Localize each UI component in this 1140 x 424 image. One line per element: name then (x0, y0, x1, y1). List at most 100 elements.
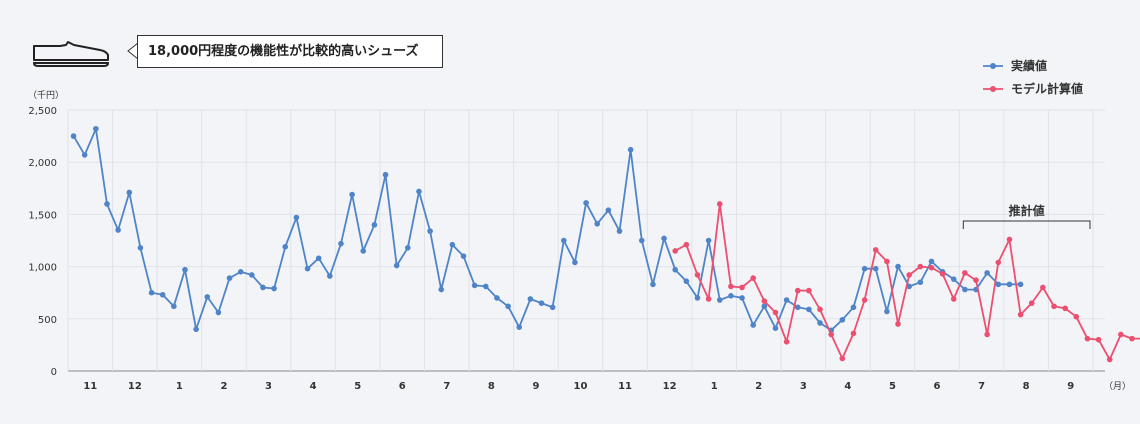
x-tick-label: 4 (844, 381, 851, 392)
plot-area (68, 110, 1108, 373)
chart-title: 18,000円程度の機能性が比較的高いシューズ (137, 35, 443, 68)
data-point-1 (1017, 281, 1024, 288)
data-point-2 (772, 309, 779, 316)
data-point-2 (694, 272, 701, 278)
data-point-1 (427, 228, 433, 234)
x-tick-label: 8 (488, 381, 495, 392)
data-point-2 (1017, 311, 1024, 318)
x-tick-label: 7 (443, 381, 450, 392)
shoe-icon (32, 41, 110, 67)
data-point-1 (850, 304, 857, 311)
data-point-1 (527, 296, 534, 302)
data-point-1 (917, 279, 924, 286)
data-point-2 (828, 331, 834, 338)
data-point-2 (794, 287, 801, 294)
x-tick-label: 5 (354, 381, 361, 392)
data-point-1 (70, 133, 77, 139)
data-point-1 (661, 235, 667, 242)
data-point-1 (338, 240, 344, 247)
data-point-1 (148, 289, 155, 296)
x-tick-label: 12 (128, 381, 142, 392)
data-point-1 (81, 152, 88, 158)
data-point-1 (872, 265, 879, 272)
legend-label-1: 実績値 (1011, 58, 1047, 73)
data-point-1 (683, 278, 690, 285)
data-point-1 (204, 294, 211, 300)
data-point-1 (817, 320, 823, 326)
data-point-1 (783, 297, 790, 303)
data-point-1 (249, 272, 255, 278)
data-point-2 (672, 248, 679, 254)
data-point-1 (327, 273, 333, 279)
data-point-2 (872, 247, 879, 253)
data-point-1 (761, 303, 768, 310)
legend-marker-1 (990, 63, 996, 69)
data-point-2 (1062, 305, 1068, 312)
data-point-1 (360, 248, 367, 254)
data-point-1 (638, 237, 645, 244)
data-point-2 (806, 287, 812, 294)
data-point-1 (772, 325, 779, 331)
data-point-2 (906, 272, 912, 278)
estimate-label: 推計値 (1009, 203, 1045, 218)
x-tick-label: 6 (934, 381, 941, 392)
x-tick-label: 9 (532, 381, 539, 392)
data-point-1 (984, 270, 990, 276)
x-tick-label: 7 (978, 381, 985, 392)
data-point-1 (995, 281, 1002, 288)
data-point-1 (806, 306, 812, 313)
data-point-2 (1028, 300, 1035, 306)
x-tick-label: 4 (310, 381, 317, 392)
data-point-2 (984, 331, 990, 338)
x-tick-label: 11 (618, 381, 632, 392)
x-tick-label: 2 (755, 381, 762, 392)
x-axis-unit: （月） (1104, 381, 1131, 392)
data-point-1 (237, 269, 244, 275)
title-pointer-icon (127, 42, 139, 60)
legend-label-2: モデル計算値 (1011, 81, 1083, 96)
data-point-1 (705, 237, 712, 244)
data-point-1 (928, 258, 935, 265)
data-point-1 (572, 259, 578, 266)
data-point-1 (616, 228, 623, 234)
data-point-1 (750, 322, 756, 328)
data-point-2 (962, 270, 968, 276)
data-point-1 (382, 171, 389, 178)
data-point-1 (594, 220, 601, 227)
x-tick-label: 5 (889, 381, 896, 392)
legend-marker-2 (990, 86, 996, 92)
data-point-1 (405, 245, 411, 251)
data-point-1 (650, 281, 656, 288)
data-point-1 (505, 303, 511, 310)
x-tick-label: 1 (176, 381, 183, 392)
data-point-1 (716, 297, 723, 303)
data-point-1 (672, 266, 679, 273)
data-point-1 (583, 200, 589, 206)
data-point-1 (839, 317, 846, 323)
data-point-1 (282, 243, 289, 250)
data-point-1 (950, 276, 957, 282)
data-point-1 (1006, 281, 1013, 288)
data-point-1 (215, 309, 222, 316)
data-point-1 (159, 291, 166, 298)
data-point-1 (516, 324, 523, 330)
data-point-2 (1073, 313, 1080, 320)
data-point-1 (315, 255, 322, 262)
data-point-2 (950, 296, 957, 302)
data-point-1 (260, 284, 266, 291)
data-point-1 (438, 286, 445, 293)
data-point-2 (739, 284, 745, 291)
data-point-2 (1129, 335, 1135, 342)
data-point-2 (783, 338, 790, 345)
data-point-2 (761, 298, 768, 304)
data-point-2 (1084, 335, 1091, 342)
data-point-1 (962, 286, 968, 293)
x-tick-label: 9 (1067, 381, 1074, 392)
data-point-1 (271, 285, 277, 292)
y-tick-label: 2,000 (28, 158, 57, 169)
data-point-1 (560, 237, 567, 244)
x-tick-label: 12 (663, 381, 677, 392)
x-tick-label: 11 (83, 381, 97, 392)
data-point-2 (861, 297, 868, 303)
